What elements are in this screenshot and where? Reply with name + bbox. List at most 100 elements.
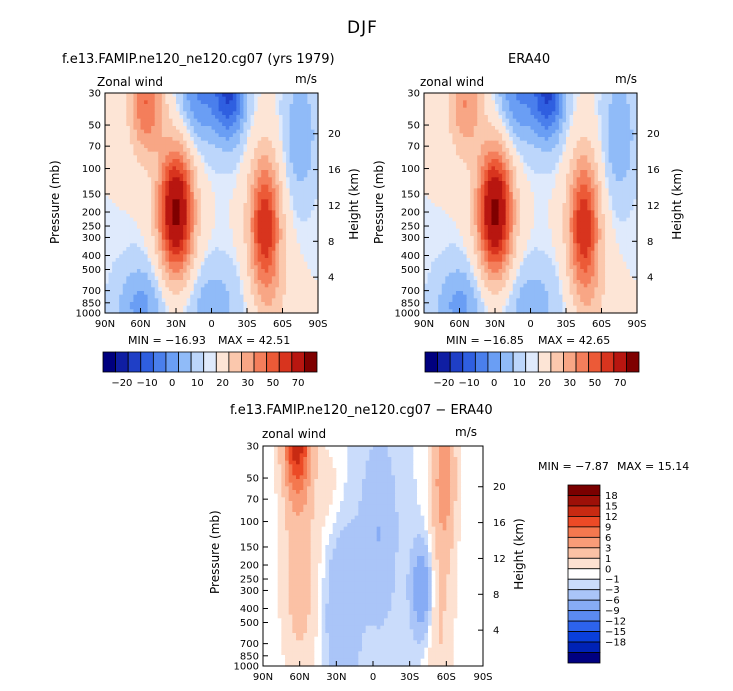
field-cell [236, 254, 241, 259]
field-cell [151, 280, 156, 285]
field-cell [268, 298, 273, 303]
field-cell [459, 126, 464, 131]
field-cell [629, 162, 635, 167]
field-cell [296, 225, 301, 230]
field-cell [243, 181, 248, 186]
field-cell [597, 159, 603, 164]
field-cell [264, 93, 269, 98]
field-cell [211, 111, 216, 116]
field-cell [307, 133, 312, 138]
field-cell [243, 162, 248, 167]
field-cell [473, 96, 478, 101]
field-cell [193, 287, 198, 292]
field-cell [619, 104, 624, 109]
field-cell [562, 133, 567, 138]
field-cell [215, 115, 220, 120]
field-cell [190, 184, 195, 189]
field-cell [183, 129, 188, 134]
field-cell [197, 122, 202, 127]
field-cell [431, 115, 436, 120]
field-cell [310, 258, 316, 263]
field-cell [250, 206, 255, 211]
field-cell [310, 192, 316, 197]
field-cell [580, 126, 585, 131]
field-cell [268, 151, 273, 156]
field-cell [129, 221, 134, 226]
field-cell [261, 206, 266, 211]
field-cell [477, 151, 482, 156]
field-cell [144, 247, 149, 252]
field-cell [236, 236, 241, 241]
field-cell [505, 133, 510, 138]
field-cell [204, 217, 209, 222]
field-cell [605, 100, 610, 105]
field-cell [154, 239, 159, 244]
field-cell [250, 283, 255, 288]
field-cell [296, 148, 301, 153]
field-cell [310, 140, 316, 145]
field-cell [307, 232, 312, 237]
field-cell [459, 129, 464, 134]
field-cell [193, 210, 198, 215]
field-cell [487, 118, 493, 123]
field-cell [608, 126, 613, 131]
field-cell [519, 159, 524, 164]
field-cell [115, 247, 120, 252]
field-cell [247, 210, 252, 215]
field-cell [303, 272, 308, 277]
field-cell [197, 272, 202, 277]
field-cell [154, 217, 159, 222]
field-cell [236, 265, 241, 270]
field-cell [136, 305, 142, 310]
field-cell [498, 162, 503, 167]
field-cell [133, 184, 138, 189]
field-cell [431, 173, 436, 178]
field-cell [562, 148, 567, 153]
field-cell [165, 148, 170, 153]
field-cell [261, 287, 266, 292]
field-cell [537, 133, 542, 138]
field-cell [207, 269, 213, 274]
field-cell [144, 96, 149, 101]
field-cell [218, 107, 223, 112]
field-cell [232, 305, 237, 310]
field-cell [502, 140, 507, 145]
field-cell [523, 170, 528, 175]
field-cell [257, 195, 262, 200]
field-cell [264, 126, 269, 131]
field-cell [183, 247, 188, 252]
field-cell [179, 195, 184, 200]
field-cell [186, 225, 191, 230]
field-cell [289, 206, 294, 211]
field-cell [466, 151, 471, 156]
field-cell [495, 93, 500, 98]
field-cell [183, 192, 188, 197]
field-cell [204, 129, 209, 134]
field-cell [466, 100, 471, 105]
field-cell [172, 129, 177, 134]
field-cell [147, 111, 152, 116]
field-cell [236, 184, 241, 189]
field-cell [286, 111, 291, 116]
field-cell [115, 96, 120, 101]
field-cell [247, 206, 252, 211]
field-cell [601, 104, 606, 109]
field-cell [427, 133, 432, 138]
field-cell [179, 192, 184, 197]
field-cell [158, 225, 163, 230]
field-cell [112, 225, 117, 230]
field-cell [293, 100, 298, 105]
field-cell [168, 243, 174, 248]
field-cell [268, 283, 273, 288]
field-cell [200, 159, 205, 164]
field-cell [115, 181, 120, 186]
field-cell [183, 265, 188, 270]
field-cell [523, 151, 528, 156]
field-cell [161, 115, 166, 120]
field-cell [473, 151, 478, 156]
field-cell [168, 173, 174, 178]
field-cell [108, 206, 113, 211]
field-cell [286, 283, 291, 288]
field-cell [161, 118, 166, 123]
field-cell [215, 159, 220, 164]
